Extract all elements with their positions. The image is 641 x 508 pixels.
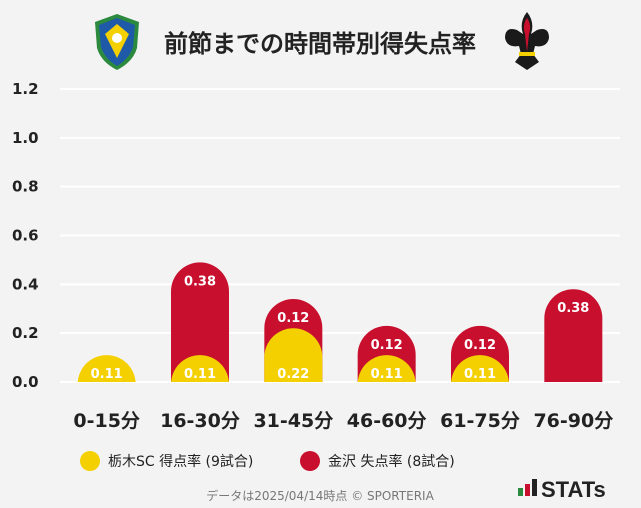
legend-label-tochigi: 栃木SC 得点率 (9試合) (108, 453, 253, 470)
y-tick-label: 1.2 (12, 80, 39, 98)
data-label-kanazawa: 0.12 (464, 338, 496, 353)
x-tick-label: 16-30分 (160, 410, 240, 432)
y-tick-label: 0.8 (12, 178, 39, 196)
data-label-kanazawa: 0.38 (557, 301, 589, 316)
bar-tochigi (77, 355, 136, 382)
y-tick-label: 1.0 (12, 129, 39, 147)
legend-swatch-tochigi (80, 451, 100, 471)
data-label-kanazawa: 0.12 (371, 338, 403, 353)
legend-swatch-kanazawa (300, 451, 320, 471)
grid (60, 88, 620, 383)
data-label-tochigi: 0.22 (277, 367, 309, 382)
x-tick-label: 31-45分 (253, 410, 333, 432)
stats-logo-bar-red (525, 484, 530, 496)
stats-logo-bar-green (518, 488, 523, 496)
stats-logo: STATs (518, 477, 606, 502)
data-label-kanazawa: 0.12 (277, 311, 309, 326)
data-labels: 0.11 0.11 0.38 0.22 0.12 0.11 0.12 0.11 0.12 0.38 (91, 274, 590, 382)
data-label-kanazawa: 0.38 (184, 274, 216, 289)
chart-title: 前節までの時間帯別得失点率 (164, 30, 476, 58)
data-label-tochigi: 0.11 (91, 367, 123, 382)
zweigen-kanazawa-fleur-de-lis-icon (505, 12, 549, 70)
bar-tochigi (451, 355, 509, 382)
bars (77, 262, 603, 382)
x-axis-ticks: 0-15分 16-30分 31-45分 46-60分 61-75分 76-90分 (73, 410, 613, 432)
bar-kanazawa (544, 289, 603, 382)
y-tick-label: 0.4 (12, 275, 39, 293)
bar-tochigi (171, 355, 229, 382)
legend: 栃木SC 得点率 (9試合) 金沢 失点率 (8試合) (80, 451, 455, 471)
footer-note: データは2025/04/14時点 © SPORTERIA (206, 488, 434, 503)
bar-tochigi (357, 355, 416, 382)
legend-label-kanazawa: 金沢 失点率 (8試合) (328, 453, 455, 470)
x-tick-label: 76-90分 (533, 410, 613, 432)
data-label-tochigi: 0.11 (464, 367, 496, 382)
bar-kanazawa (171, 262, 229, 382)
y-tick-label: 0.2 (12, 324, 39, 342)
y-tick-label: 0.6 (12, 227, 39, 245)
bar-tochigi (264, 328, 323, 382)
stats-logo-bar-black (532, 479, 537, 496)
x-tick-label: 0-15分 (73, 410, 140, 432)
x-tick-label: 61-75分 (440, 410, 520, 432)
data-label-tochigi: 0.11 (371, 367, 403, 382)
x-tick-label: 46-60分 (347, 410, 427, 432)
tochigi-sc-crest-icon (95, 14, 139, 70)
y-tick-label: 0.0 (12, 373, 39, 391)
y-axis-ticks: 0.0 0.2 0.4 0.6 0.8 1.0 1.2 (12, 80, 39, 391)
stats-brand-text: STATs (541, 477, 606, 502)
data-label-tochigi: 0.11 (184, 367, 216, 382)
